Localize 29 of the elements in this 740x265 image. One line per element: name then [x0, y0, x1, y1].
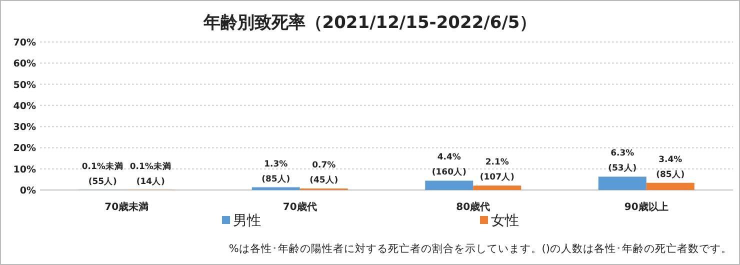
y-tick-label: 50%	[13, 80, 36, 91]
x-tick-label: 90歳以上	[624, 201, 668, 213]
legend-label: 女性	[491, 213, 519, 229]
legend-label: 男性	[233, 213, 261, 229]
x-tick-label: 70歳代	[282, 201, 317, 213]
x-tick-label: 80歳代	[456, 201, 490, 213]
data-label: 0.7% (45人)	[310, 160, 338, 186]
chart-title: 年齢別致死率（2021/12/15-2022/6/5）	[202, 13, 537, 33]
data-label: 4.4% (160人)	[432, 152, 466, 178]
y-tick-label: 0%	[20, 186, 36, 196]
data-label: 6.3% (53人)	[608, 148, 637, 174]
y-tick-label: 70%	[13, 38, 36, 48]
text: %は各性･年齢の陽性者に対する死亡者の割合を示しています。()の人数は各性･年齢の死亡者数です。	[228, 242, 732, 255]
data-label: 2.1% (107人)	[480, 158, 514, 183]
data-label: 3.4% (85人)	[656, 154, 685, 180]
y-tick-label: 10%	[13, 164, 36, 176]
bar	[646, 182, 694, 190]
y-tick-label: 20%	[13, 143, 36, 154]
data-label: 1.3% (85人)	[262, 159, 290, 184]
y-tick-label: 40%	[13, 100, 36, 112]
bar	[473, 186, 522, 190]
bar	[598, 176, 646, 190]
bar	[425, 180, 474, 190]
y-tick-label: 30%	[13, 122, 36, 134]
bar	[252, 187, 300, 190]
y-tick-label: 60%	[13, 58, 36, 70]
data-label: 0.1%未満 (14人)	[130, 160, 172, 187]
x-tick-label: 70歳未満	[104, 201, 149, 213]
data-label: 0.1%未満 (55人)	[82, 160, 124, 187]
